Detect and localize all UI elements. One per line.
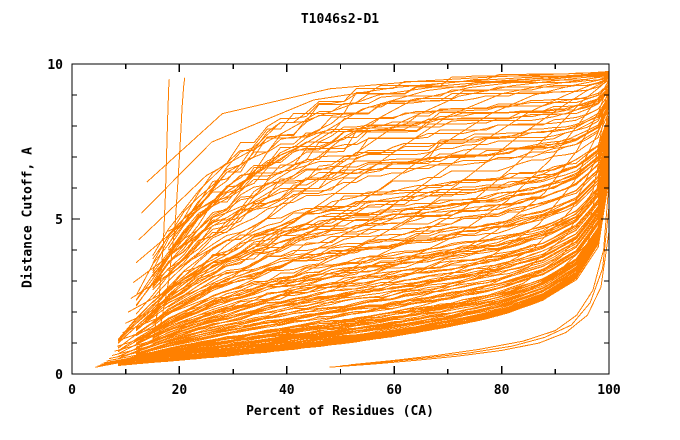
chart-line (152, 107, 610, 303)
chart-line (99, 113, 610, 366)
chart-line (168, 70, 610, 236)
chart-line (117, 157, 610, 362)
chart-line (117, 170, 610, 365)
x-tick-label: 20 (172, 383, 188, 398)
chart-line (117, 160, 610, 362)
chart-line (152, 98, 610, 291)
chart-line (152, 144, 610, 336)
chart-line (119, 76, 610, 341)
chart-line (168, 100, 610, 274)
chart-line (157, 77, 186, 341)
chart-line (152, 76, 610, 264)
chart-line (135, 127, 610, 332)
chart-line (106, 79, 610, 362)
chart-line (135, 149, 610, 349)
chart-line (146, 70, 610, 183)
chart-line (117, 165, 610, 365)
chart-line (152, 73, 610, 271)
chart-line (138, 71, 610, 240)
chart-line (122, 75, 610, 333)
chart-line (135, 159, 610, 354)
chart-line (152, 90, 610, 285)
x-tick-label: 0 (68, 383, 76, 398)
x-tick-label: 80 (494, 383, 510, 398)
chart-line (329, 230, 610, 368)
chart-line (117, 165, 610, 366)
chart-line (152, 149, 610, 345)
x-tick-label: 60 (386, 383, 402, 398)
chart-line (152, 95, 610, 288)
x-tick-label: 100 (597, 383, 621, 398)
chart-line (135, 160, 610, 359)
chart-line (133, 72, 610, 283)
chart-line (117, 77, 610, 347)
chart-line (135, 91, 610, 307)
chart-line (340, 206, 610, 367)
chart-line (117, 128, 610, 349)
chart-line (152, 149, 610, 345)
chart-line (117, 157, 610, 359)
tick-label-layer: 0 20 40 60 80 100 0 5 10 (47, 58, 621, 398)
chart-line (95, 178, 610, 368)
chart-line (130, 73, 610, 299)
chart-line (135, 157, 610, 355)
chart-line (168, 86, 610, 256)
chart-line (135, 126, 610, 334)
chart-line (152, 146, 610, 342)
chart-line (152, 93, 610, 286)
chart-line (117, 153, 610, 357)
y-tick-label: 0 (55, 368, 63, 383)
chart-line (135, 101, 610, 315)
chart-title: T1046s2-D1 (300, 12, 380, 27)
chart-line (125, 75, 610, 324)
chart-line (109, 79, 610, 359)
axis-frame-layer (71, 63, 610, 375)
chart-line (127, 74, 610, 313)
chart-line (114, 77, 610, 352)
x-tick-label: 40 (279, 383, 295, 398)
chart-line (135, 123, 610, 329)
chart-line (168, 76, 610, 249)
chart-line (111, 78, 610, 356)
chart-line (103, 82, 610, 364)
chart-line (117, 115, 610, 341)
chart-line (152, 70, 610, 260)
chart-line (141, 71, 610, 214)
chart-line (117, 119, 610, 343)
chart-line (168, 85, 610, 253)
chart-line (152, 95, 610, 286)
chart-line (117, 152, 610, 359)
chart-line (135, 140, 610, 342)
chart-line (135, 135, 610, 341)
chart-line (117, 108, 610, 340)
chart-line (117, 142, 610, 355)
x-axis-label: Percent of Residues (CA) (246, 404, 434, 419)
data-series-layer (95, 70, 610, 368)
y-tick-label: 5 (55, 213, 63, 228)
y-tick-label: 10 (47, 58, 63, 73)
chart-line (168, 70, 610, 238)
chart-line (135, 172, 610, 365)
chart-line (350, 181, 610, 366)
chart-line (152, 79, 170, 347)
chart-line (117, 148, 610, 357)
chart-line (101, 91, 610, 365)
chart-line (135, 128, 610, 331)
